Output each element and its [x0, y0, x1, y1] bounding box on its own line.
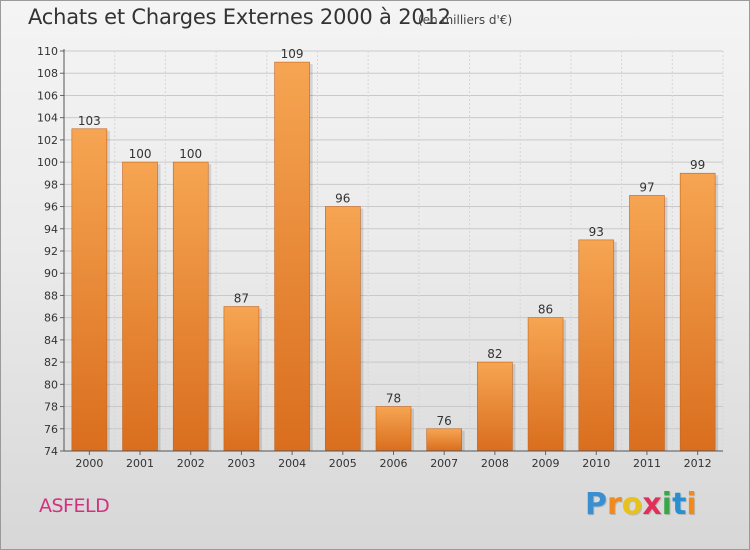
y-tick-label: 96: [44, 201, 58, 214]
bar-2011: [629, 195, 665, 452]
bar-2005: [325, 206, 361, 452]
bar-2000: [71, 128, 108, 452]
logo-letter: o: [621, 487, 643, 522]
y-tick-label: 74: [44, 445, 58, 458]
x-tick-label: 2007: [430, 457, 458, 470]
logo-letter: P: [585, 487, 607, 522]
y-tick-label: 90: [44, 267, 58, 280]
x-tick-label: 2005: [329, 457, 357, 470]
bar-value-label: 109: [281, 47, 304, 61]
x-tick-label: 2001: [126, 457, 154, 470]
bar-value-label: 96: [335, 192, 350, 206]
bar-2009: [527, 317, 564, 452]
y-tick-label: 110: [37, 45, 58, 58]
labels-group: 74 76 78 80 82 84 86 88 90 92 94 96 98 100 102 104 106 10…: [37, 45, 712, 470]
bar-2008: [477, 361, 513, 452]
bar-2004: [274, 61, 310, 452]
bar-value-label: 100: [129, 147, 152, 161]
y-tick-label: 94: [44, 223, 58, 236]
chart-title: Achats et Charges Externes 2000 à 2012: [28, 5, 451, 29]
logo-letter: t: [672, 487, 687, 522]
bar-value-label: 82: [487, 347, 502, 361]
y-tick-label: 76: [44, 423, 58, 436]
bar-2007: [426, 428, 462, 452]
y-tick-label: 106: [37, 89, 58, 102]
y-tick-label: 82: [44, 356, 58, 369]
x-tick-label: 2012: [684, 457, 712, 470]
commune-name: ASFELD: [39, 495, 110, 517]
y-tick-label: 80: [44, 378, 58, 391]
y-tick-label: 78: [44, 401, 58, 414]
bar-value-label: 87: [234, 292, 249, 306]
x-tick-label: 2008: [481, 457, 509, 470]
y-tick-label: 92: [44, 245, 58, 258]
x-tick-label: 2003: [227, 457, 255, 470]
logo-letter: i: [686, 487, 697, 522]
x-tick-label: 2010: [582, 457, 610, 470]
bar-2002: [172, 161, 209, 452]
x-tick-label: 2006: [380, 457, 408, 470]
y-tick-label: 88: [44, 289, 58, 302]
chart-subtitle: (en milliers d'€): [418, 13, 513, 27]
y-tick-label: 84: [44, 334, 58, 347]
bar-value-label: 78: [386, 392, 401, 406]
bar-value-label: 100: [179, 147, 202, 161]
bar-2003: [223, 306, 260, 452]
bar-2010: [578, 239, 615, 452]
y-tick-label: 98: [44, 178, 58, 191]
y-tick-label: 102: [37, 134, 58, 147]
y-tick-label: 100: [37, 156, 58, 169]
proxiti-logo: Proxiti: [585, 487, 697, 522]
bar-value-label: 103: [78, 114, 101, 128]
y-tick-label: 108: [37, 67, 58, 80]
bar-2012: [679, 172, 716, 452]
y-tick-label: 104: [37, 112, 58, 125]
bar-2001: [122, 161, 158, 452]
bar-value-label: 99: [690, 158, 705, 172]
axes-group: [60, 49, 723, 455]
bar-value-label: 76: [437, 414, 452, 428]
x-tick-label: 2000: [75, 457, 103, 470]
logo-letter: x: [642, 487, 662, 522]
bar-value-label: 86: [538, 303, 553, 317]
x-tick-label: 2011: [633, 457, 661, 470]
bar-value-label: 93: [589, 225, 604, 239]
y-tick-label: 86: [44, 312, 58, 325]
logo-letter: r: [607, 487, 622, 522]
x-tick-label: 2009: [532, 457, 560, 470]
bar-value-label: 97: [639, 180, 654, 194]
bars-group: [71, 61, 719, 452]
bar-2006: [375, 406, 412, 452]
x-tick-label: 2002: [177, 457, 205, 470]
x-tick-label: 2004: [278, 457, 306, 470]
logo-letter: i: [661, 487, 673, 522]
